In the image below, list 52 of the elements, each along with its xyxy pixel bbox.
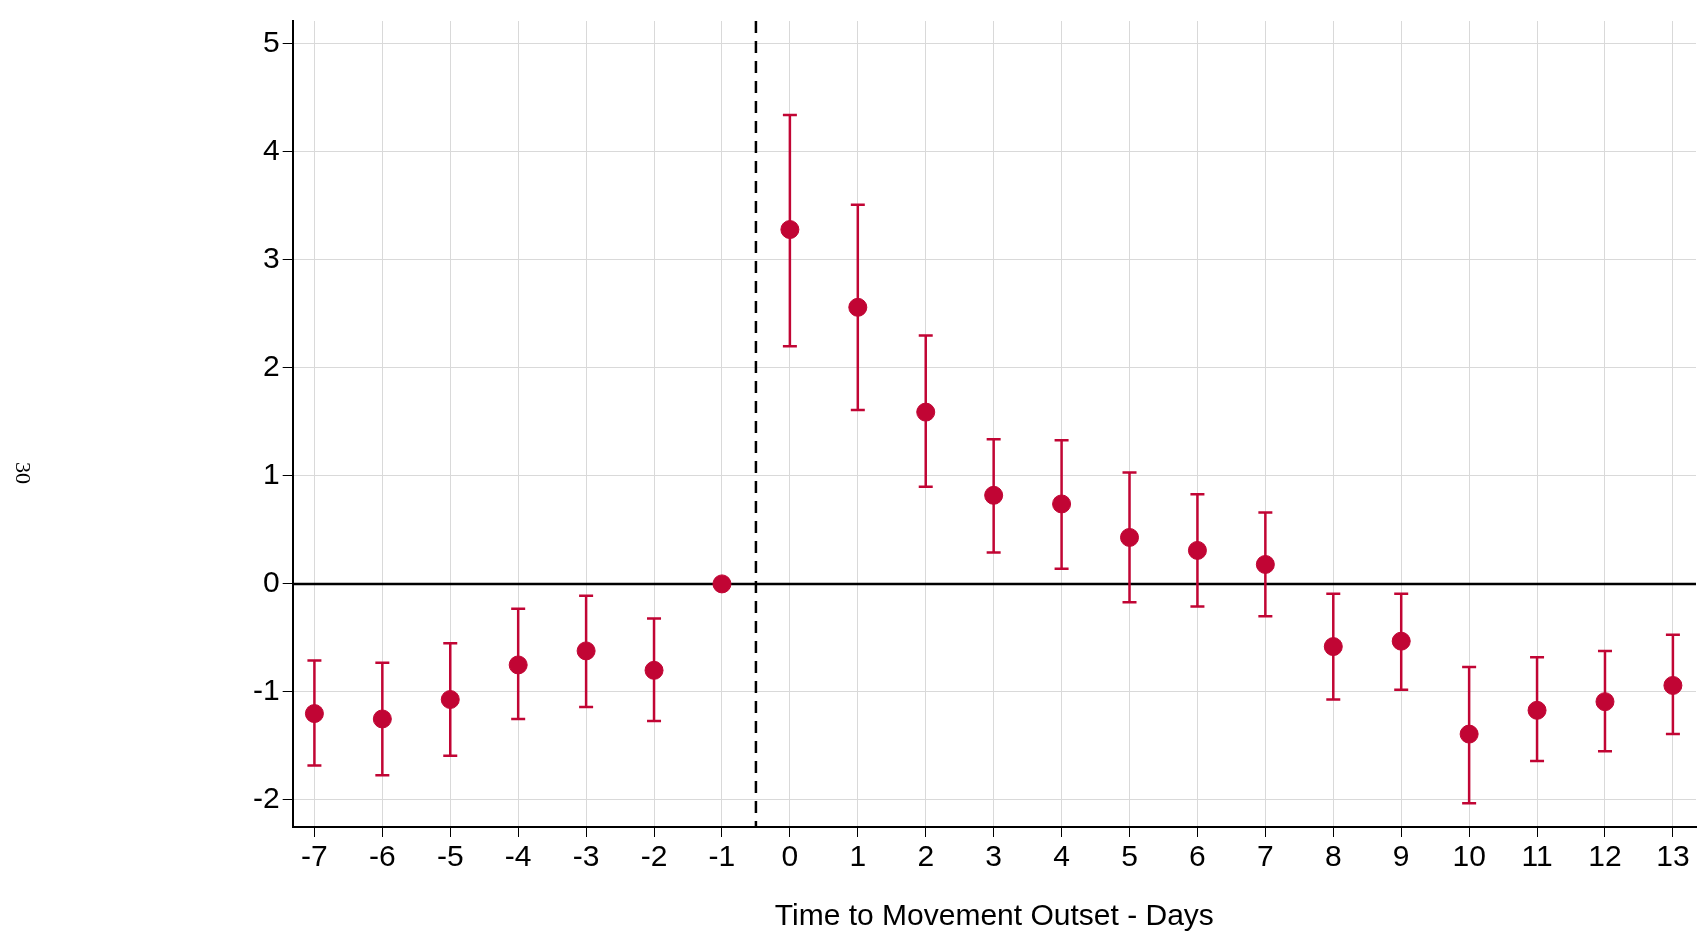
x-tick-label: 7 <box>1257 839 1274 873</box>
point <box>576 641 596 661</box>
x-tick-label: -5 <box>436 839 464 873</box>
text: 30 <box>10 462 36 484</box>
point <box>1595 692 1615 712</box>
point <box>304 704 324 724</box>
x-tick-label: 8 <box>1324 839 1342 873</box>
x-tick-label: -6 <box>368 839 396 873</box>
point <box>780 220 800 240</box>
x-tick-label: 11 <box>1521 839 1553 873</box>
x-tick-label: 1 <box>849 839 867 873</box>
x-tick-label: -1 <box>708 839 736 873</box>
point <box>1323 637 1343 657</box>
point <box>984 485 1004 505</box>
x-tick-label: -4 <box>504 839 532 873</box>
x-tick-label: 0 <box>781 839 799 873</box>
y-tick-label: 0 <box>262 565 280 599</box>
point <box>1187 540 1207 560</box>
y-tick-label: 4 <box>262 133 280 166</box>
x-tick-label: 4 <box>1053 839 1070 873</box>
x-tick-label: 12 <box>1588 839 1622 873</box>
x-tick-label: 13 <box>1656 839 1690 873</box>
y-tick-label: 2 <box>262 349 280 383</box>
point <box>848 297 868 317</box>
point <box>1459 724 1479 744</box>
point <box>1255 554 1275 574</box>
y-tick-label: 5 <box>262 24 280 58</box>
point <box>1527 700 1547 720</box>
x-tick-label: 3 <box>985 839 1002 873</box>
x-tick-label: 2 <box>917 839 935 873</box>
point <box>1663 675 1683 695</box>
x-tick-label: -3 <box>572 839 600 873</box>
x-axis-title: Time to Movement Outset - Days <box>774 898 1214 932</box>
point <box>1052 494 1072 514</box>
point <box>916 402 936 422</box>
point <box>508 655 528 675</box>
x-tick-label: 10 <box>1452 839 1486 873</box>
x-tick-label: 5 <box>1121 839 1138 873</box>
point <box>644 660 664 680</box>
point <box>372 709 392 729</box>
point <box>712 574 732 594</box>
y-tick-label: -2 <box>252 781 280 815</box>
x-tick-label: 6 <box>1189 839 1206 873</box>
point <box>1120 527 1140 547</box>
x-tick-label: -2 <box>640 839 668 873</box>
x-tick-label: -7 <box>301 839 328 873</box>
point <box>440 690 460 710</box>
point <box>1391 631 1411 651</box>
y-tick-label: -1 <box>252 673 280 707</box>
x-tick-label: 9 <box>1392 839 1410 873</box>
y-tick-label: 1 <box>262 457 280 491</box>
y-tick-label: 3 <box>262 241 280 275</box>
